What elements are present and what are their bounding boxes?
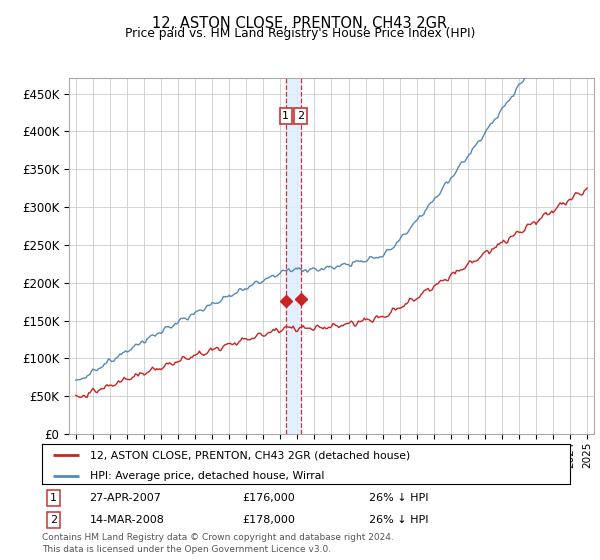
Text: 1: 1: [283, 111, 289, 121]
Text: 26% ↓ HPI: 26% ↓ HPI: [370, 515, 429, 525]
Text: 12, ASTON CLOSE, PRENTON, CH43 2GR: 12, ASTON CLOSE, PRENTON, CH43 2GR: [152, 16, 448, 31]
Text: 2: 2: [50, 515, 57, 525]
Text: £176,000: £176,000: [242, 493, 295, 503]
Text: £178,000: £178,000: [242, 515, 296, 525]
Text: 1: 1: [50, 493, 57, 503]
Bar: [286, 78, 301, 434]
Text: 27-APR-2007: 27-APR-2007: [89, 493, 161, 503]
Text: HPI: Average price, detached house, Wirral: HPI: Average price, detached house, Wirr…: [89, 470, 324, 480]
Text: 14-MAR-2008: 14-MAR-2008: [89, 515, 164, 525]
Text: 26% ↓ HPI: 26% ↓ HPI: [370, 493, 429, 503]
Text: Contains HM Land Registry data © Crown copyright and database right 2024.
This d: Contains HM Land Registry data © Crown c…: [42, 533, 394, 554]
Text: Price paid vs. HM Land Registry's House Price Index (HPI): Price paid vs. HM Land Registry's House …: [125, 27, 475, 40]
Text: 12, ASTON CLOSE, PRENTON, CH43 2GR (detached house): 12, ASTON CLOSE, PRENTON, CH43 2GR (deta…: [89, 450, 410, 460]
Text: 2: 2: [297, 111, 304, 121]
